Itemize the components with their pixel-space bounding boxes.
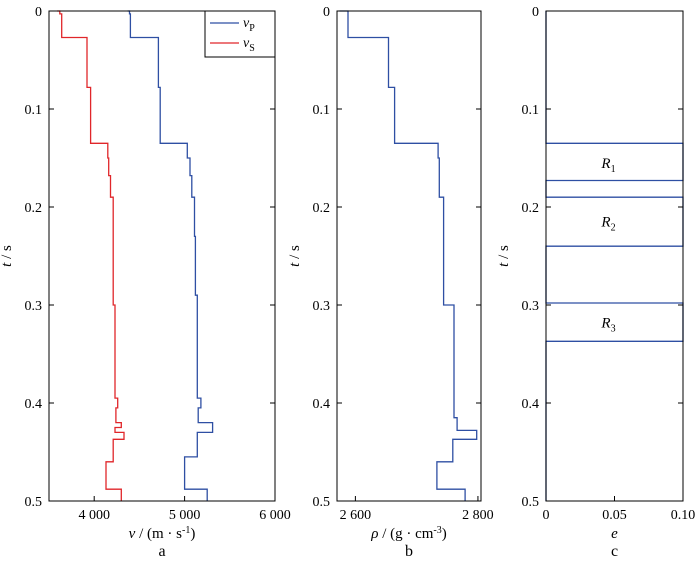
panel-label: a [158, 543, 165, 560]
series-vp-line [127, 10, 214, 501]
y-tick-label: 0.2 [313, 201, 331, 216]
x-tick-label: 2 800 [462, 508, 494, 523]
x-tick-label: 4 000 [78, 508, 110, 523]
y-axis-title: t / s [287, 245, 303, 267]
region-label-R3: R3 [600, 316, 615, 335]
y-tick-label: 0.5 [522, 495, 540, 510]
series-e-line [545, 11, 684, 501]
y-tick-label: 0.4 [25, 397, 43, 412]
y-tick-label: 0 [532, 5, 539, 20]
x-tick-label: 0.10 [671, 508, 696, 523]
y-tick-label: 0.3 [25, 299, 43, 314]
y-axis-title: t / s [496, 245, 512, 267]
x-tick-label: 5 000 [169, 508, 201, 523]
y-tick-label: 0 [323, 5, 330, 20]
plot-frame [545, 10, 684, 502]
x-tick-label: 0.05 [602, 508, 627, 523]
y-tick-label: 0.5 [313, 495, 331, 510]
x-tick-label: 2 600 [340, 508, 372, 523]
region-label-R1: R1 [600, 156, 615, 175]
y-tick-label: 0.3 [522, 299, 540, 314]
series-vs-line [57, 10, 125, 501]
y-tick-label: 0.2 [522, 201, 540, 216]
x-axis-title: e [611, 526, 618, 542]
y-tick-label: 0.5 [25, 495, 43, 510]
y-tick-label: 0.4 [522, 397, 540, 412]
series-rho-line [339, 10, 478, 501]
plot-frame [336, 10, 482, 502]
x-axis-title: ρ / (g · cm-3) [370, 525, 447, 543]
legend-box [204, 10, 276, 58]
y-tick-label: 0.1 [313, 103, 331, 118]
y-tick-label: 0.3 [313, 299, 331, 314]
legend-label-vp: vP [243, 16, 255, 34]
y-tick-label: 0.2 [25, 201, 43, 216]
panel-label: c [611, 543, 618, 560]
x-axis-title: v / (m · s-1) [129, 525, 196, 543]
panel-a: 0 0.1 0.2 0.3 0.4 0.5 4 000 5 000 6 000 t / s v / … [0, 5, 291, 560]
x-tick-label: 0 [543, 508, 550, 523]
y-axis-title: t / s [0, 245, 15, 267]
x-tick-label: 6 000 [259, 508, 291, 523]
plot-frame [48, 10, 276, 502]
panel-label: b [405, 543, 413, 560]
region-label-R2: R2 [600, 215, 615, 234]
y-tick-label: 0.4 [313, 397, 331, 412]
legend: vP vS [204, 10, 276, 58]
y-tick-label: 0 [35, 5, 42, 20]
panel-b: 0 0.1 0.2 0.3 0.4 0.5 2 600 2 800 t / s ρ / (g · … [287, 5, 494, 560]
y-tick-label: 0.1 [522, 103, 540, 118]
y-tick-label: 0.1 [25, 103, 43, 118]
legend-label-vs: vS [243, 36, 255, 54]
